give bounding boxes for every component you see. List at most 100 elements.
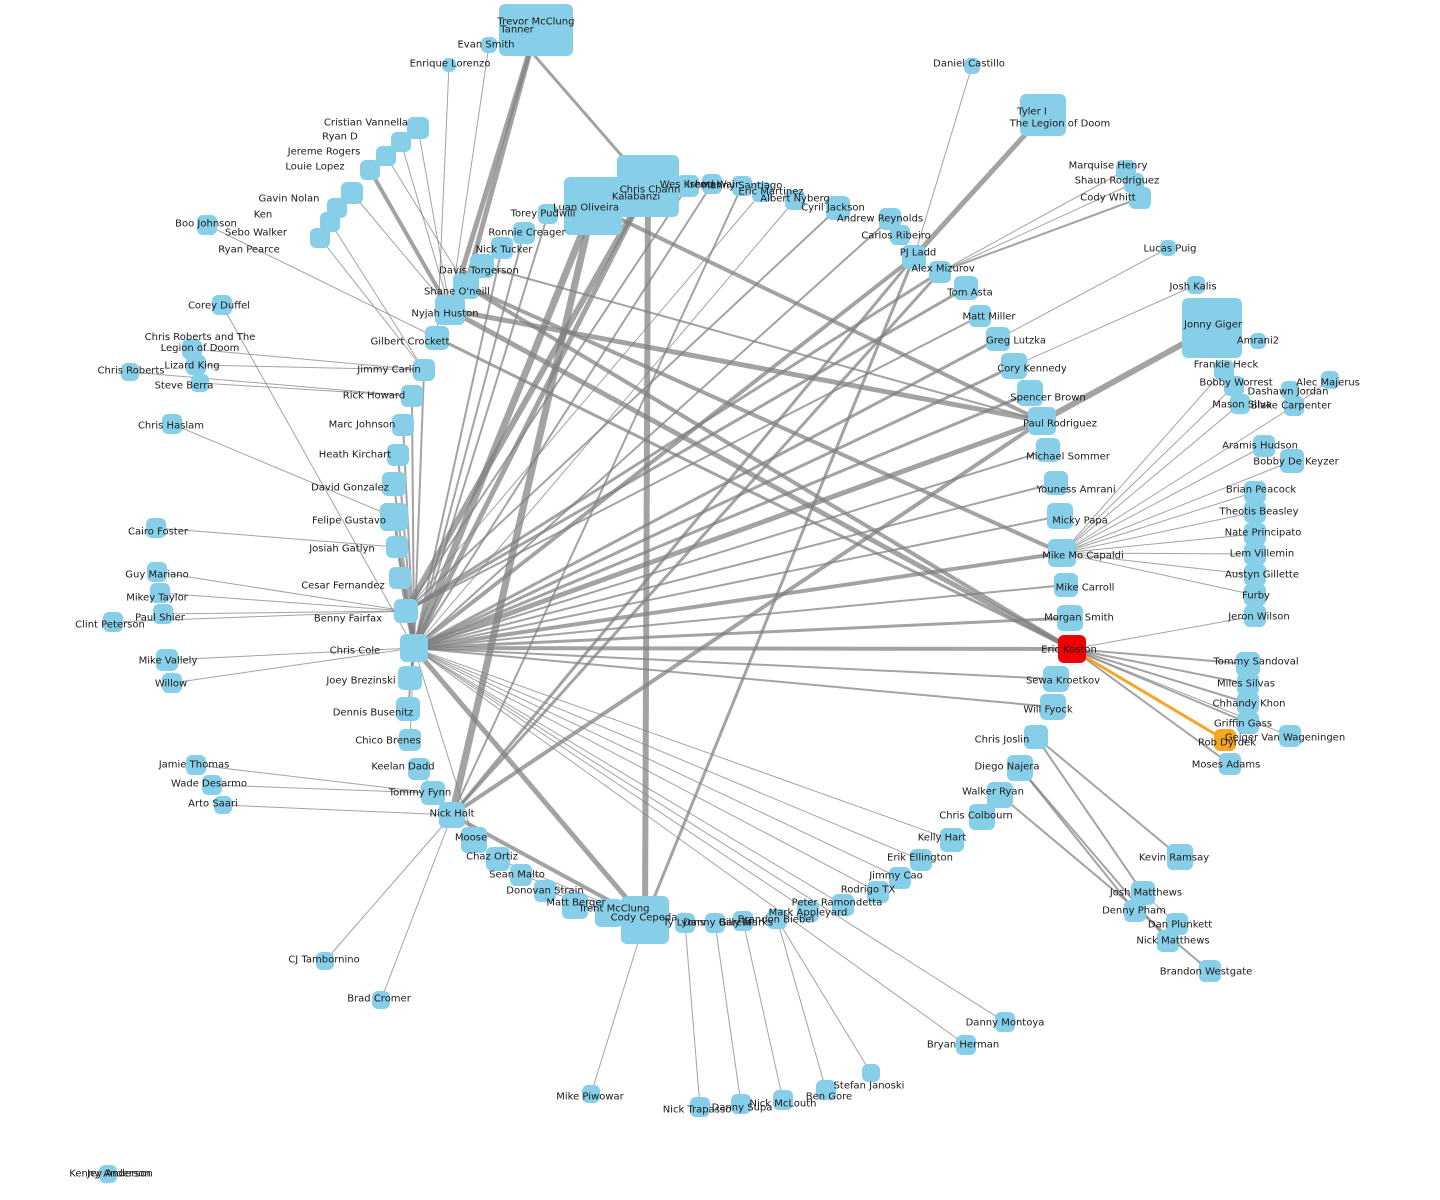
graph-node[interactable] [1244, 523, 1266, 545]
graph-node[interactable] [677, 175, 699, 197]
graph-node[interactable] [1237, 712, 1259, 734]
graph-node[interactable] [1281, 381, 1299, 399]
graph-node[interactable] [1124, 900, 1146, 922]
graph-node[interactable] [214, 796, 232, 814]
graph-node[interactable] [1001, 353, 1027, 379]
graph-node[interactable] [439, 802, 465, 828]
graph-node[interactable] [1244, 481, 1266, 503]
graph-node[interactable] [121, 363, 139, 381]
graph-node[interactable] [407, 117, 429, 139]
graph-node[interactable] [1284, 396, 1304, 416]
graph-node[interactable] [1236, 652, 1260, 676]
graph-node[interactable] [1280, 449, 1304, 473]
graph-node[interactable] [1244, 605, 1266, 627]
graph-node[interactable] [425, 326, 449, 350]
graph-node[interactable] [1048, 539, 1076, 567]
graph-node[interactable] [797, 900, 819, 922]
graph-node[interactable] [1043, 666, 1069, 692]
graph-node[interactable] [421, 781, 445, 805]
graph-node[interactable] [621, 896, 669, 944]
graph-node[interactable] [969, 804, 995, 830]
graph-node[interactable] [1244, 543, 1266, 565]
graph-node[interactable] [1224, 376, 1244, 396]
graph-node[interactable] [1020, 94, 1066, 136]
graph-node[interactable] [1160, 240, 1176, 256]
graph-node[interactable] [380, 503, 408, 531]
graph-node[interactable] [987, 782, 1013, 808]
graph-node[interactable] [310, 228, 330, 248]
graph-node[interactable] [461, 827, 487, 853]
graph-node[interactable] [1007, 755, 1033, 781]
graph-node[interactable] [732, 176, 752, 196]
graph-node[interactable] [1129, 187, 1151, 209]
graph-node[interactable] [1017, 380, 1043, 406]
graph-node[interactable] [733, 911, 753, 931]
graph-node[interactable] [773, 1090, 793, 1110]
graph-node[interactable] [1321, 371, 1339, 389]
graph-node[interactable] [890, 225, 910, 245]
graph-node[interactable] [1214, 729, 1236, 751]
graph-node[interactable] [162, 673, 182, 693]
graph-node[interactable] [408, 758, 430, 780]
graph-node[interactable] [1057, 605, 1083, 631]
graph-node[interactable] [510, 864, 532, 886]
graph-node[interactable] [534, 880, 556, 902]
graph-node[interactable] [1237, 673, 1259, 695]
graph-node[interactable] [1244, 564, 1266, 586]
graph-node[interactable] [785, 190, 805, 210]
graph-node[interactable] [401, 385, 423, 407]
graph-node[interactable] [398, 666, 422, 690]
graph-node[interactable] [538, 204, 558, 224]
graph-node[interactable] [1182, 298, 1242, 358]
graph-node[interactable] [1230, 394, 1250, 414]
graph-node[interactable] [879, 208, 901, 230]
graph-node[interactable] [1250, 333, 1266, 349]
graph-node[interactable] [486, 847, 510, 871]
graph-node[interactable] [413, 359, 435, 381]
graph-node[interactable] [1036, 438, 1060, 462]
graph-node[interactable] [1187, 276, 1205, 294]
graph-node[interactable] [1199, 960, 1221, 982]
graph-node[interactable] [1044, 471, 1068, 495]
graph-node[interactable] [964, 58, 980, 74]
graph-node[interactable] [103, 612, 123, 632]
graph-node[interactable] [360, 160, 380, 180]
graph-node[interactable] [512, 31, 530, 49]
graph-node[interactable] [929, 261, 951, 283]
graph-node[interactable] [182, 339, 202, 359]
graph-node[interactable] [162, 414, 182, 434]
graph-node[interactable] [191, 374, 209, 392]
graph-node[interactable] [186, 355, 206, 375]
graph-node[interactable] [832, 894, 854, 916]
graph-node[interactable] [1024, 725, 1048, 749]
graph-node[interactable] [1167, 844, 1193, 870]
graph-node[interactable] [202, 775, 222, 795]
graph-node[interactable] [481, 37, 497, 53]
graph-node[interactable] [394, 599, 418, 623]
graph-node[interactable] [186, 755, 206, 775]
graph-node[interactable] [816, 1080, 836, 1100]
graph-node[interactable] [387, 444, 409, 466]
graph-node[interactable] [956, 1035, 976, 1055]
graph-node[interactable] [491, 237, 513, 259]
graph-node[interactable] [341, 182, 363, 204]
graph-node[interactable] [969, 305, 991, 327]
graph-node[interactable] [1028, 407, 1056, 435]
graph-node[interactable] [389, 567, 411, 589]
graph-node[interactable] [995, 1012, 1015, 1032]
graph-node[interactable] [986, 327, 1010, 351]
graph-node[interactable] [954, 276, 978, 300]
graph-node[interactable] [862, 1064, 880, 1082]
graph-node[interactable] [320, 212, 340, 232]
graph-node[interactable] [435, 295, 465, 325]
graph-node[interactable] [1058, 635, 1086, 663]
graph-node[interactable] [147, 562, 167, 582]
graph-node[interactable] [442, 58, 456, 72]
graph-node[interactable] [1040, 694, 1066, 720]
graph-node[interactable] [1219, 753, 1241, 775]
graph-node[interactable] [212, 295, 232, 315]
graph-node[interactable] [767, 909, 787, 929]
graph-node[interactable] [1244, 501, 1266, 523]
graph-node[interactable] [564, 177, 622, 235]
